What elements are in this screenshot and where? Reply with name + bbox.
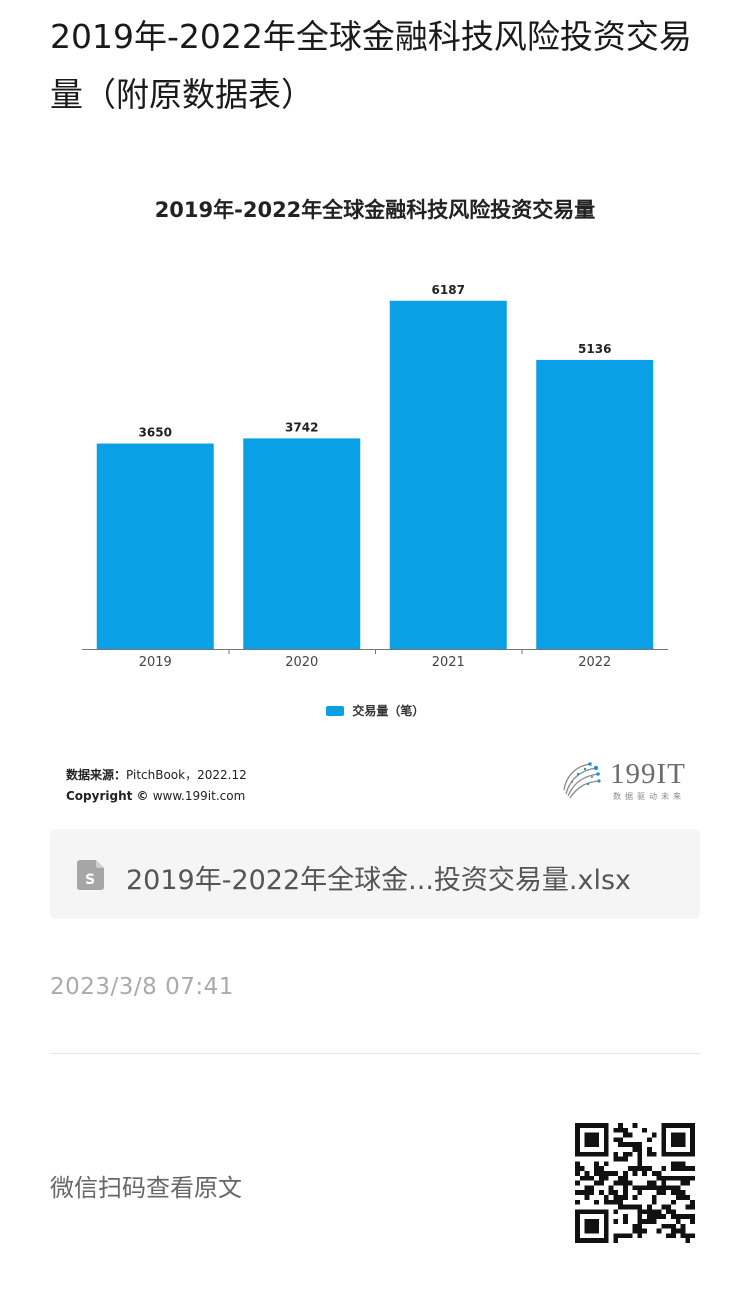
chart-container: 2019年-2022年全球金融科技风险投资交易量 3650 2019 3742 202… <box>0 180 750 820</box>
source-label: 数据来源： <box>66 768 127 782</box>
brand-logo: 199IT 数据驱动未来 <box>560 758 700 806</box>
data-label-2020: 3742 <box>285 420 318 434</box>
logo-mark-icon <box>563 762 601 799</box>
qr-code-icon[interactable] <box>575 1123 695 1243</box>
data-label-2019: 3650 <box>139 426 172 440</box>
qr-label: 微信扫码查看原文 <box>50 1174 242 1202</box>
bar-2022 <box>536 359 654 649</box>
x-tick-label-2021: 2021 <box>432 655 465 670</box>
copyright-value: www.199it.com <box>152 789 246 803</box>
bar-chart: 3650 2019 3742 2020 6187 2021 5136 2022 <box>82 283 668 670</box>
x-tick-label-2022: 2022 <box>578 655 611 670</box>
attachment-file-name: 2019年-2022年全球金...投资交易量.xlsx <box>126 865 632 896</box>
logo-brand-text: 199IT <box>610 758 686 790</box>
divider <box>50 1053 700 1054</box>
x-tick-label-2020: 2020 <box>285 655 318 670</box>
source-value: PitchBook，2022.12 <box>126 768 247 782</box>
data-label-2021: 6187 <box>432 283 465 297</box>
publish-timestamp: 2023/3/8 07:41 <box>50 974 234 1000</box>
data-label-2022: 5136 <box>578 342 611 356</box>
attachment-card[interactable]: S 2019年-2022年全球金...投资交易量.xlsx <box>50 829 700 919</box>
spreadsheet-file-icon: S <box>77 860 104 890</box>
page-title: 2019年-2022年全球金融科技风险投资交易量（附原数据表） <box>50 17 692 114</box>
chart-title: 2019年-2022年全球金融科技风险投资交易量 <box>154 198 596 222</box>
x-tick-label-2019: 2019 <box>139 655 172 670</box>
legend-swatch <box>325 705 344 716</box>
chart-legend: 交易量（笔） <box>0 702 750 719</box>
file-icon-letter: S <box>85 872 95 888</box>
bar-2020 <box>243 438 361 649</box>
bar-2019 <box>96 443 214 649</box>
legend-label: 交易量（笔） <box>352 704 425 718</box>
copyright-label: Copyright © <box>66 789 153 803</box>
data-source: 数据来源：PitchBook，2022.12 Copyright © www.1… <box>66 765 247 807</box>
bar-2021 <box>389 300 507 649</box>
logo-slogan: 数据驱动未来 <box>613 792 685 801</box>
